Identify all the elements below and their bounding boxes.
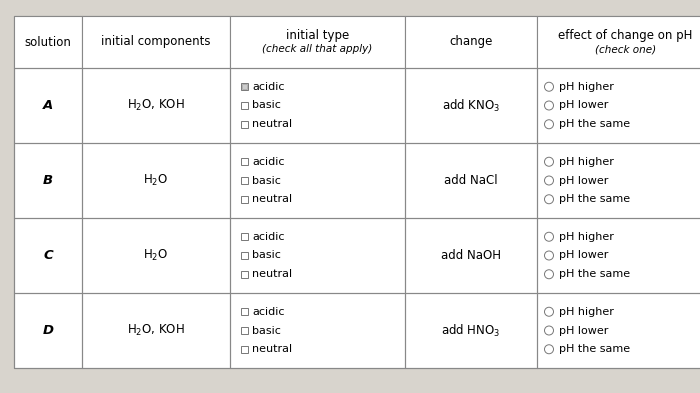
Circle shape: [545, 101, 554, 110]
Text: pH the same: pH the same: [559, 269, 630, 279]
Text: add HNO$_3$: add HNO$_3$: [441, 322, 500, 338]
Text: $\mathrm{H_2O}$, KOH: $\mathrm{H_2O}$, KOH: [127, 323, 185, 338]
Text: pH the same: pH the same: [559, 119, 630, 129]
Circle shape: [545, 345, 554, 354]
Bar: [537, 68, 700, 143]
Text: acidic: acidic: [252, 157, 284, 167]
Text: C: C: [43, 249, 53, 262]
Text: neutral: neutral: [252, 269, 292, 279]
Bar: [14, 68, 82, 143]
Bar: [241, 346, 248, 353]
Bar: [241, 252, 248, 259]
Text: A: A: [43, 99, 53, 112]
Bar: [241, 308, 248, 315]
Bar: [241, 233, 248, 240]
Text: basic: basic: [252, 101, 281, 110]
Bar: [82, 68, 230, 143]
Text: add NaOH: add NaOH: [441, 249, 501, 262]
Text: neutral: neutral: [252, 344, 292, 354]
Bar: [14, 16, 82, 68]
Text: pH higher: pH higher: [559, 157, 614, 167]
Bar: [230, 16, 405, 68]
Bar: [241, 271, 248, 278]
Bar: [14, 143, 700, 218]
Bar: [241, 196, 248, 203]
Circle shape: [545, 176, 554, 185]
Bar: [14, 293, 82, 368]
Text: solution: solution: [25, 35, 71, 48]
Bar: [230, 143, 405, 218]
Text: change: change: [449, 35, 493, 48]
Circle shape: [545, 270, 554, 279]
Bar: [82, 218, 230, 293]
Bar: [230, 293, 405, 368]
Bar: [82, 293, 230, 368]
Text: acidic: acidic: [252, 82, 284, 92]
Text: $\mathrm{H_2O}$, KOH: $\mathrm{H_2O}$, KOH: [127, 98, 185, 113]
Text: (check all that apply): (check all that apply): [262, 44, 372, 54]
Text: pH lower: pH lower: [559, 101, 608, 110]
Text: pH higher: pH higher: [559, 232, 614, 242]
Text: pH lower: pH lower: [559, 176, 608, 185]
Bar: [230, 68, 405, 143]
Circle shape: [545, 251, 554, 260]
Circle shape: [545, 120, 554, 129]
Bar: [241, 102, 248, 109]
Circle shape: [545, 307, 554, 316]
Text: (check one): (check one): [595, 44, 656, 54]
Text: effect of change on pH: effect of change on pH: [559, 29, 693, 42]
Text: initial type: initial type: [286, 29, 349, 42]
Circle shape: [545, 157, 554, 166]
Bar: [241, 83, 248, 90]
Bar: [14, 293, 700, 368]
Circle shape: [545, 195, 554, 204]
Text: B: B: [43, 174, 53, 187]
Bar: [14, 218, 700, 293]
Bar: [230, 218, 405, 293]
Bar: [82, 16, 230, 68]
Bar: [241, 327, 248, 334]
Text: acidic: acidic: [252, 307, 284, 317]
Bar: [537, 143, 700, 218]
Bar: [14, 143, 82, 218]
Text: basic: basic: [252, 325, 281, 336]
Circle shape: [545, 326, 554, 335]
Bar: [405, 16, 537, 68]
Text: pH higher: pH higher: [559, 82, 614, 92]
Bar: [241, 158, 248, 165]
Text: add KNO$_3$: add KNO$_3$: [442, 97, 500, 114]
Text: D: D: [43, 324, 53, 337]
Bar: [405, 143, 537, 218]
Text: add NaCl: add NaCl: [444, 174, 498, 187]
Bar: [241, 121, 248, 128]
Text: basic: basic: [252, 250, 281, 261]
Text: basic: basic: [252, 176, 281, 185]
Bar: [82, 143, 230, 218]
Text: neutral: neutral: [252, 119, 292, 129]
Text: acidic: acidic: [252, 232, 284, 242]
Circle shape: [545, 82, 554, 91]
Bar: [241, 177, 248, 184]
Text: pH the same: pH the same: [559, 194, 630, 204]
Text: $\mathrm{H_2O}$: $\mathrm{H_2O}$: [144, 173, 169, 188]
Text: initial components: initial components: [102, 35, 211, 48]
Bar: [241, 84, 246, 89]
Text: neutral: neutral: [252, 194, 292, 204]
Text: pH higher: pH higher: [559, 307, 614, 317]
Bar: [537, 16, 700, 68]
Bar: [537, 218, 700, 293]
Bar: [14, 218, 82, 293]
Bar: [405, 293, 537, 368]
Text: pH lower: pH lower: [559, 325, 608, 336]
Bar: [14, 68, 700, 143]
Text: pH lower: pH lower: [559, 250, 608, 261]
Bar: [405, 218, 537, 293]
Bar: [405, 68, 537, 143]
Circle shape: [545, 232, 554, 241]
Text: pH the same: pH the same: [559, 344, 630, 354]
Text: $\mathrm{H_2O}$: $\mathrm{H_2O}$: [144, 248, 169, 263]
Bar: [14, 16, 700, 368]
Bar: [537, 293, 700, 368]
